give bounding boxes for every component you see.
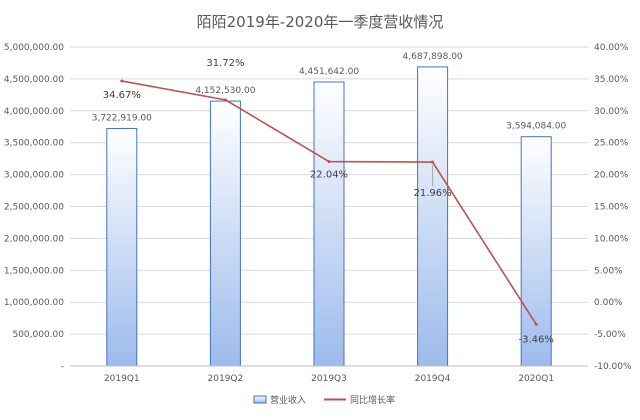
x-tick-label: 2020Q1 [518,374,554,384]
right-tick-label: 20.00% [594,171,629,181]
bar [313,81,345,367]
line-data-labels: 34.67% 31.72% 22.04% 21.96% -3.46% [103,58,554,345]
left-tick-label: 3,000,000.00 [4,171,64,181]
left-tick-label: 1,500,000.00 [4,266,64,276]
left-tick-label: 4,000,000.00 [4,107,64,117]
bar-series [106,66,552,367]
line-point [223,98,227,102]
bar [106,127,138,367]
right-axis: -10.00% -5.00% 0.00% 5.00% 10.00% 15.00% 20.00… [594,43,632,372]
right-tick-label: 10.00% [594,234,629,244]
left-tick-label: 2,500,000.00 [4,203,64,213]
right-tick-label: -5.00% [594,330,626,340]
line-data-label: 31.72% [206,58,244,69]
left-axis: - 500,000.00 1,000,000.00 1,500,000.00 2,000… [4,43,64,372]
right-tick-label: 0.00% [594,298,623,308]
chart-title: 陌陌2019年-2020年一季度营收情况 [197,13,444,31]
line-series [120,79,538,326]
line-point [327,160,331,164]
line-data-label: -3.46% [519,334,554,345]
x-tick-label: 2019Q1 [104,374,140,384]
line-data-label: 34.67% [103,90,141,101]
bar-data-label: 3,594,084.00 [506,122,566,132]
left-tick-label: 3,500,000.00 [4,139,64,149]
right-tick-label: -10.00% [594,362,632,372]
bar-data-labels: 3,722,919.00 4,152,530.00 4,451,642.00 4,68… [92,52,567,132]
left-tick-label: - [61,362,64,372]
line-data-label: 22.04% [310,170,348,181]
right-tick-label: 35.00% [594,75,629,85]
right-tick-label: 30.00% [594,107,629,117]
bar [417,66,449,367]
x-tick-label: 2019Q3 [311,374,347,384]
left-tick-label: 1,000,000.00 [4,298,64,308]
legend: 营业收入 同比增长率 [253,394,395,406]
legend-label-bar: 营业收入 [270,394,306,406]
bar [209,100,241,367]
x-tick-label: 2019Q2 [208,374,244,384]
line-point [120,79,124,83]
x-axis: 2019Q1 2019Q2 2019Q3 2019Q4 2020Q1 [70,365,588,384]
bar-data-label: 4,451,642.00 [299,67,359,77]
bar [520,136,552,367]
right-tick-label: 40.00% [594,43,629,53]
legend-label-line: 同比增长率 [350,394,395,406]
line-point [534,322,538,326]
right-tick-label: 5.00% [594,266,623,276]
left-tick-label: 500,000.00 [12,330,64,340]
left-tick-label: 2,000,000.00 [4,234,64,244]
line-point [431,160,435,164]
x-tick-label: 2019Q4 [415,374,451,384]
legend-swatch-bar [253,395,267,404]
bar-data-label: 4,152,530.00 [195,86,255,96]
right-tick-label: 25.00% [594,139,629,149]
bar-data-label: 3,722,919.00 [92,113,152,123]
right-tick-label: 15.00% [594,203,629,213]
left-tick-label: 4,500,000.00 [4,75,64,85]
left-tick-label: 5,000,000.00 [4,43,64,53]
line-data-label: 21.96% [414,188,452,199]
bar-data-label: 4,687,898.00 [403,52,463,62]
